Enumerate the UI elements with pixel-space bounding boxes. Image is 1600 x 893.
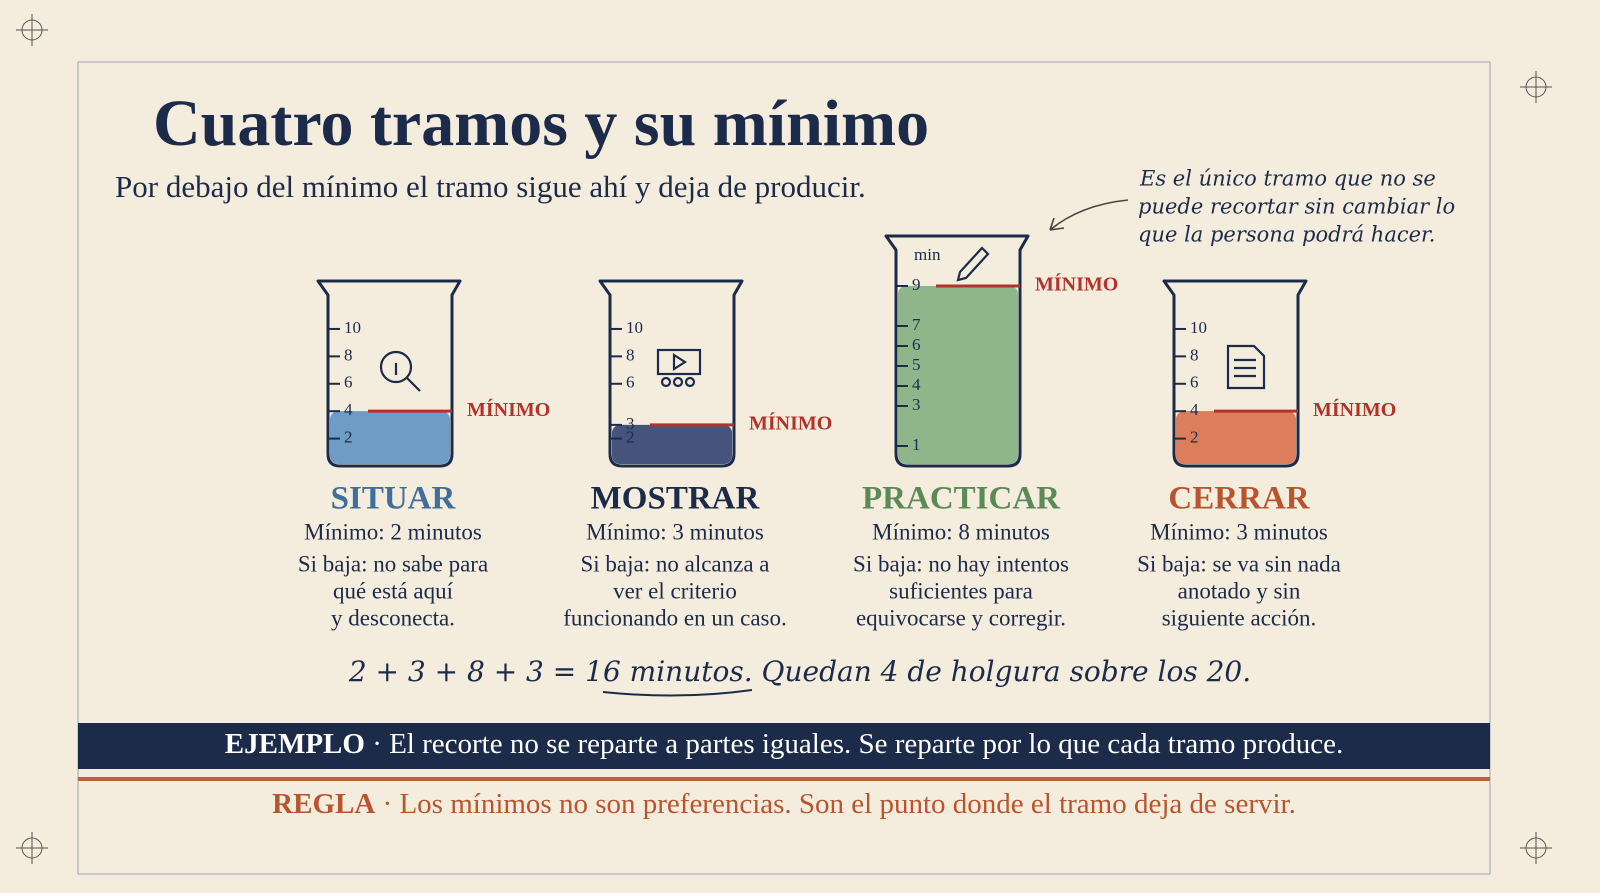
unit-label: min [914,245,941,264]
minimum-label: MÍNIMO [749,411,832,434]
icon [672,376,684,388]
icon [1226,344,1266,390]
stage-consequence: y desconecta. [331,605,455,630]
stage-consequence: Si baja: no hay intentos [853,551,1069,576]
rule-text: · Los mínimos no son preferencias. Son e… [375,788,1296,820]
rule-label: REGLA [272,788,375,820]
example-label: EJEMPLO [225,728,365,760]
note-arrow [1049,199,1129,231]
crop-marks [16,14,1552,864]
tick-label: 2 [344,427,353,446]
summary-part: 16 minutos. [585,655,752,688]
icon [656,348,702,376]
tick-label: 10 [626,318,643,337]
liquid [1176,411,1296,464]
tick-label: 4 [912,375,921,394]
minimum-label: MÍNIMO [1035,273,1118,296]
stage-minimum: Mínimo: 8 minutos [872,519,1050,544]
liquid [898,286,1018,464]
stage-name: CERRAR [1168,481,1310,517]
stage-name: PRACTICAR [862,481,1061,517]
tick-label: 10 [344,318,361,337]
liquid [612,424,732,464]
liquid [330,411,450,464]
icon [672,352,688,372]
stage-consequence: equivocarse y corregir. [856,605,1066,630]
side-note: Es el único tramo que no se puede recort… [1138,167,1455,247]
stage-consequence: Si baja: no sabe para [298,551,488,576]
rule: REGLA · Los mínimos no son preferencias.… [272,788,1296,820]
note-line: puede recortar sin cambiar lo [1138,195,1455,219]
tick-label: 4 [1190,400,1199,419]
tick-label: 6 [1190,373,1199,392]
subtitle: Por debajo del mínimo el tramo sigue ahí… [115,169,866,204]
icon [956,246,990,282]
title: Cuatro tramos y su mínimo [153,87,929,160]
icon [379,350,413,384]
icon [406,377,421,392]
tick-label: 8 [626,345,635,364]
summary-part: 2 + 3 + 8 + 3 = [348,655,585,688]
beaker [598,279,744,468]
stage-consequence: siguiente acción. [1162,605,1317,630]
rule-line [78,777,1490,781]
summary: 2 + 3 + 8 + 3 = 16 minutos. Quedan 4 de … [348,655,1251,688]
tick-label: 7 [912,315,921,334]
summary-part: Quedan 4 de holgura sobre los 20. [753,655,1252,688]
beaker [316,279,462,468]
frame [77,61,1491,875]
stage-minimum: Mínimo: 3 minutos [586,519,764,544]
tick-label: 2 [1190,427,1199,446]
stage-consequence: funcionando en un caso. [563,605,787,630]
stage-name: MOSTRAR [591,481,761,517]
example-band [78,723,1490,769]
example-text: · El recorte no se reparte a partes igua… [365,728,1343,760]
stage-consequence: suficientes para [889,578,1033,603]
note-line: Es el único tramo que no se [1139,167,1436,191]
beaker [884,234,1030,468]
tick-label: 8 [344,345,353,364]
tick-label: 10 [1190,318,1207,337]
beaker [1162,279,1308,468]
icon [660,376,672,388]
tick-label: 8 [1190,345,1199,364]
stage-consequence: Si baja: no alcanza a [580,551,769,576]
tick-label: 5 [912,355,921,374]
example: EJEMPLO · El recorte no se reparte a par… [225,728,1343,760]
stage-minimum: Mínimo: 2 minutos [304,519,482,544]
tick-label: 3 [912,395,921,414]
tick-label: 4 [344,400,353,419]
tick-label: 9 [912,275,921,294]
note-line: que la persona podrá hacer. [1138,223,1435,247]
icon [684,376,696,388]
minimum-label: MÍNIMO [467,398,550,421]
stage-consequence: ver el criterio [613,578,737,603]
tick-label: 6 [912,335,921,354]
stage-name: SITUAR [331,481,457,517]
tick-label: 2 [626,427,635,446]
tick-label: 3 [626,414,635,433]
tick-label: 6 [344,373,353,392]
underline [602,689,753,697]
tick-label: 6 [626,373,635,392]
stage-minimum: Mínimo: 3 minutos [1150,519,1328,544]
stage-consequence: anotado y sin [1178,578,1301,603]
stage-consequence: qué está aquí [333,578,454,603]
tick-label: 1 [912,435,921,454]
minimum-label: MÍNIMO [1313,398,1396,421]
stage-consequence: Si baja: se va sin nada [1137,551,1341,576]
